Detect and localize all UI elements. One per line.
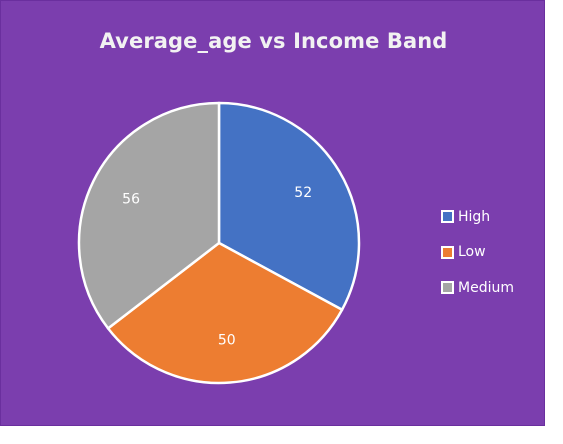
legend-label-low: Low (458, 244, 486, 260)
data-label-medium: 56 (122, 192, 140, 208)
data-label-high: 52 (294, 185, 312, 201)
legend-label-high: High (458, 209, 490, 225)
legend-item-low: Low (441, 235, 541, 271)
data-label-low: 50 (218, 333, 236, 349)
chart-area: Average_age vs Income Band 52 50 56 High L… (0, 0, 545, 426)
legend-label-medium: Medium (458, 280, 514, 296)
legend-swatch-low (441, 246, 454, 259)
legend-swatch-medium (441, 281, 454, 294)
legend-item-medium: Medium (441, 270, 541, 306)
legend-swatch-high (441, 210, 454, 223)
legend: High Low Medium (441, 199, 541, 306)
legend-item-high: High (441, 199, 541, 235)
